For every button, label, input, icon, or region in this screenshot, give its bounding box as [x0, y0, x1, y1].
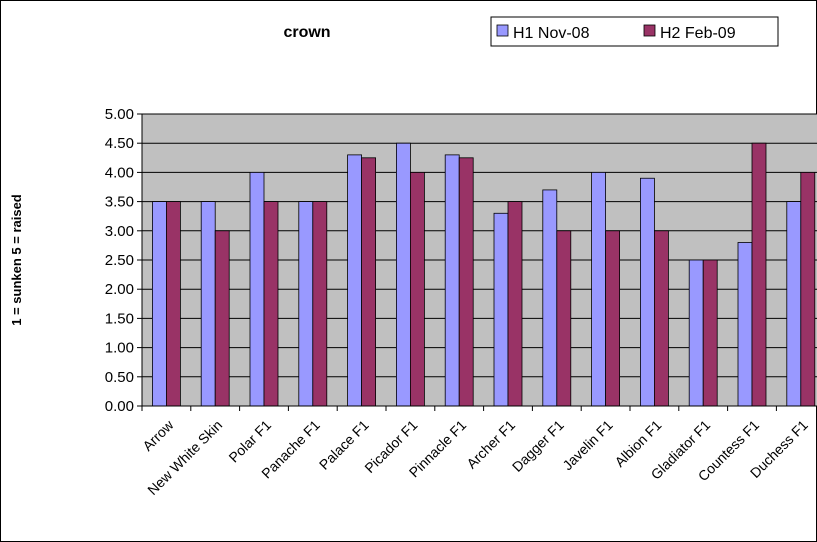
y-axis-label: 1 = sunken 5 = raised [9, 194, 24, 326]
bar-h2 [556, 230, 572, 407]
bar-h1 [737, 242, 753, 407]
bar-h1 [493, 212, 509, 407]
bar-h2 [263, 201, 279, 407]
bar-h1 [786, 201, 802, 407]
bar-h1 [640, 177, 655, 407]
y-tick-label: 1.50 [105, 310, 134, 327]
legend: H1 Nov-08 H2 Feb-09 [490, 16, 779, 47]
axes [137, 113, 817, 411]
bar-h2 [312, 201, 328, 407]
y-tick-label: 3.00 [105, 223, 134, 240]
bar-h2 [800, 171, 816, 407]
y-tick-label: 4.50 [105, 135, 134, 152]
bar-h1 [542, 189, 558, 407]
legend-label: H2 Feb-09 [660, 25, 736, 42]
bar-h1 [298, 201, 314, 407]
bar-h2 [409, 171, 425, 407]
y-tick-label: 0.00 [105, 398, 134, 415]
bars [151, 142, 816, 407]
bar-h1 [151, 201, 167, 407]
y-tick-label: 5.00 [105, 106, 134, 123]
y-tick-label: 4.00 [105, 164, 134, 181]
bar-h2 [165, 201, 181, 407]
bar-h1 [591, 171, 606, 407]
legend-swatch [496, 24, 509, 37]
y-tick-label: 3.50 [105, 194, 134, 211]
bar-h2 [605, 230, 620, 407]
bar-h2 [751, 142, 767, 407]
bar-h2 [654, 230, 669, 407]
bar-h1 [444, 154, 460, 407]
y-tick-label: 2.50 [105, 252, 134, 269]
bar-h1 [200, 201, 216, 407]
bar-h2 [702, 259, 718, 407]
legend-label: H1 Nov-08 [513, 25, 590, 42]
legend-swatch [643, 24, 656, 37]
bar-h1 [347, 154, 363, 407]
chart-title: crown [283, 24, 330, 41]
y-tick-label: 2.00 [105, 281, 134, 298]
legend-box [490, 16, 779, 47]
bar-h1 [395, 142, 411, 407]
y-tick-label: 0.50 [105, 369, 134, 386]
y-tick-labels: 0.00 0.50 1.00 1.50 2.00 2.50 3.00 3.50 4.00 4.50… [105, 106, 134, 415]
bar-h1 [249, 171, 265, 407]
bar-h2 [361, 157, 377, 407]
bar-h2 [507, 201, 523, 407]
bar-h2 [458, 157, 474, 407]
bar-h2 [214, 230, 230, 407]
y-tick-label: 1.00 [105, 340, 134, 357]
bar-h1 [688, 259, 704, 407]
